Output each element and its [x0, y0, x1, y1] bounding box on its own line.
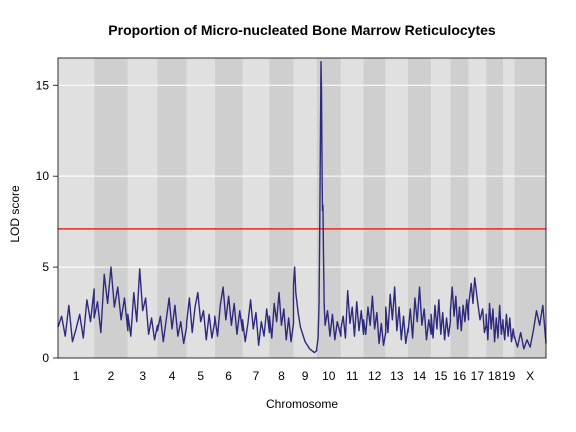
- x-tick-label-chr-13: 13: [390, 369, 404, 383]
- x-tick-label-chr-11: 11: [346, 369, 359, 383]
- x-tick-label-chr-19: 19: [502, 369, 516, 383]
- x-tick-label-chr-18: 18: [488, 369, 502, 383]
- x-tick-label-chr-2: 2: [108, 369, 115, 383]
- chromosome-band-16: [450, 58, 469, 358]
- x-tick-label-chr-1: 1: [73, 369, 80, 383]
- x-tick-label-chr-12: 12: [368, 369, 382, 383]
- x-tick-label-chr-14: 14: [413, 369, 427, 383]
- chromosome-band-11: [340, 58, 364, 358]
- y-tick-label: 0: [42, 351, 49, 365]
- x-tick-label-chr-6: 6: [225, 369, 232, 383]
- x-axis-label: Chromosome: [266, 397, 338, 411]
- chromosome-band-5: [186, 58, 215, 358]
- x-tick-label-chr-15: 15: [434, 369, 448, 383]
- x-tick-label-chr-8: 8: [278, 369, 285, 383]
- x-tick-label-chr-10: 10: [322, 369, 336, 383]
- chromosome-bands: [58, 58, 546, 358]
- x-tick-label-chr-16: 16: [453, 369, 467, 383]
- y-tick-label: 10: [36, 169, 50, 183]
- chromosome-band-17: [468, 58, 487, 358]
- x-tick-label-chr-7: 7: [253, 369, 260, 383]
- chromosome-band-12: [363, 58, 386, 358]
- chromosome-band-18: [486, 58, 504, 358]
- x-tick-label-chr-x: X: [526, 369, 534, 383]
- chromosome-band-15: [431, 58, 451, 358]
- x-tick-label-chr-3: 3: [139, 369, 146, 383]
- chromosome-band-13: [385, 58, 408, 358]
- x-tick-label-chr-9: 9: [302, 369, 309, 383]
- gridlines: [58, 84, 546, 268]
- y-axis-label: LOD score: [8, 185, 22, 243]
- chromosome-band-19: [503, 58, 515, 358]
- chromosome-band-x: [514, 58, 546, 358]
- x-tick-label-chr-5: 5: [197, 369, 204, 383]
- y-tick-label: 15: [36, 78, 50, 92]
- plot-frame: [57, 57, 547, 359]
- x-tick-label-chr-17: 17: [471, 369, 485, 383]
- chromosome-band-14: [407, 58, 432, 358]
- chromosome-band-9: [293, 58, 317, 358]
- x-tick-label-chr-4: 4: [169, 369, 176, 383]
- chart-title: Proportion of Micro-nucleated Bone Marro…: [108, 22, 496, 38]
- y-tick-label: 5: [42, 260, 49, 274]
- chromosome-band-7: [242, 58, 270, 358]
- series-line-lod: [57, 60, 547, 354]
- chromosome-band-4: [157, 58, 187, 358]
- y-axis-ticks: 0 5 10 15: [36, 78, 58, 365]
- x-axis-ticks: 1 2 3 4 5 6 7 8 9 10 11 12 13 14 15 16 17 18 19 X: [73, 369, 534, 383]
